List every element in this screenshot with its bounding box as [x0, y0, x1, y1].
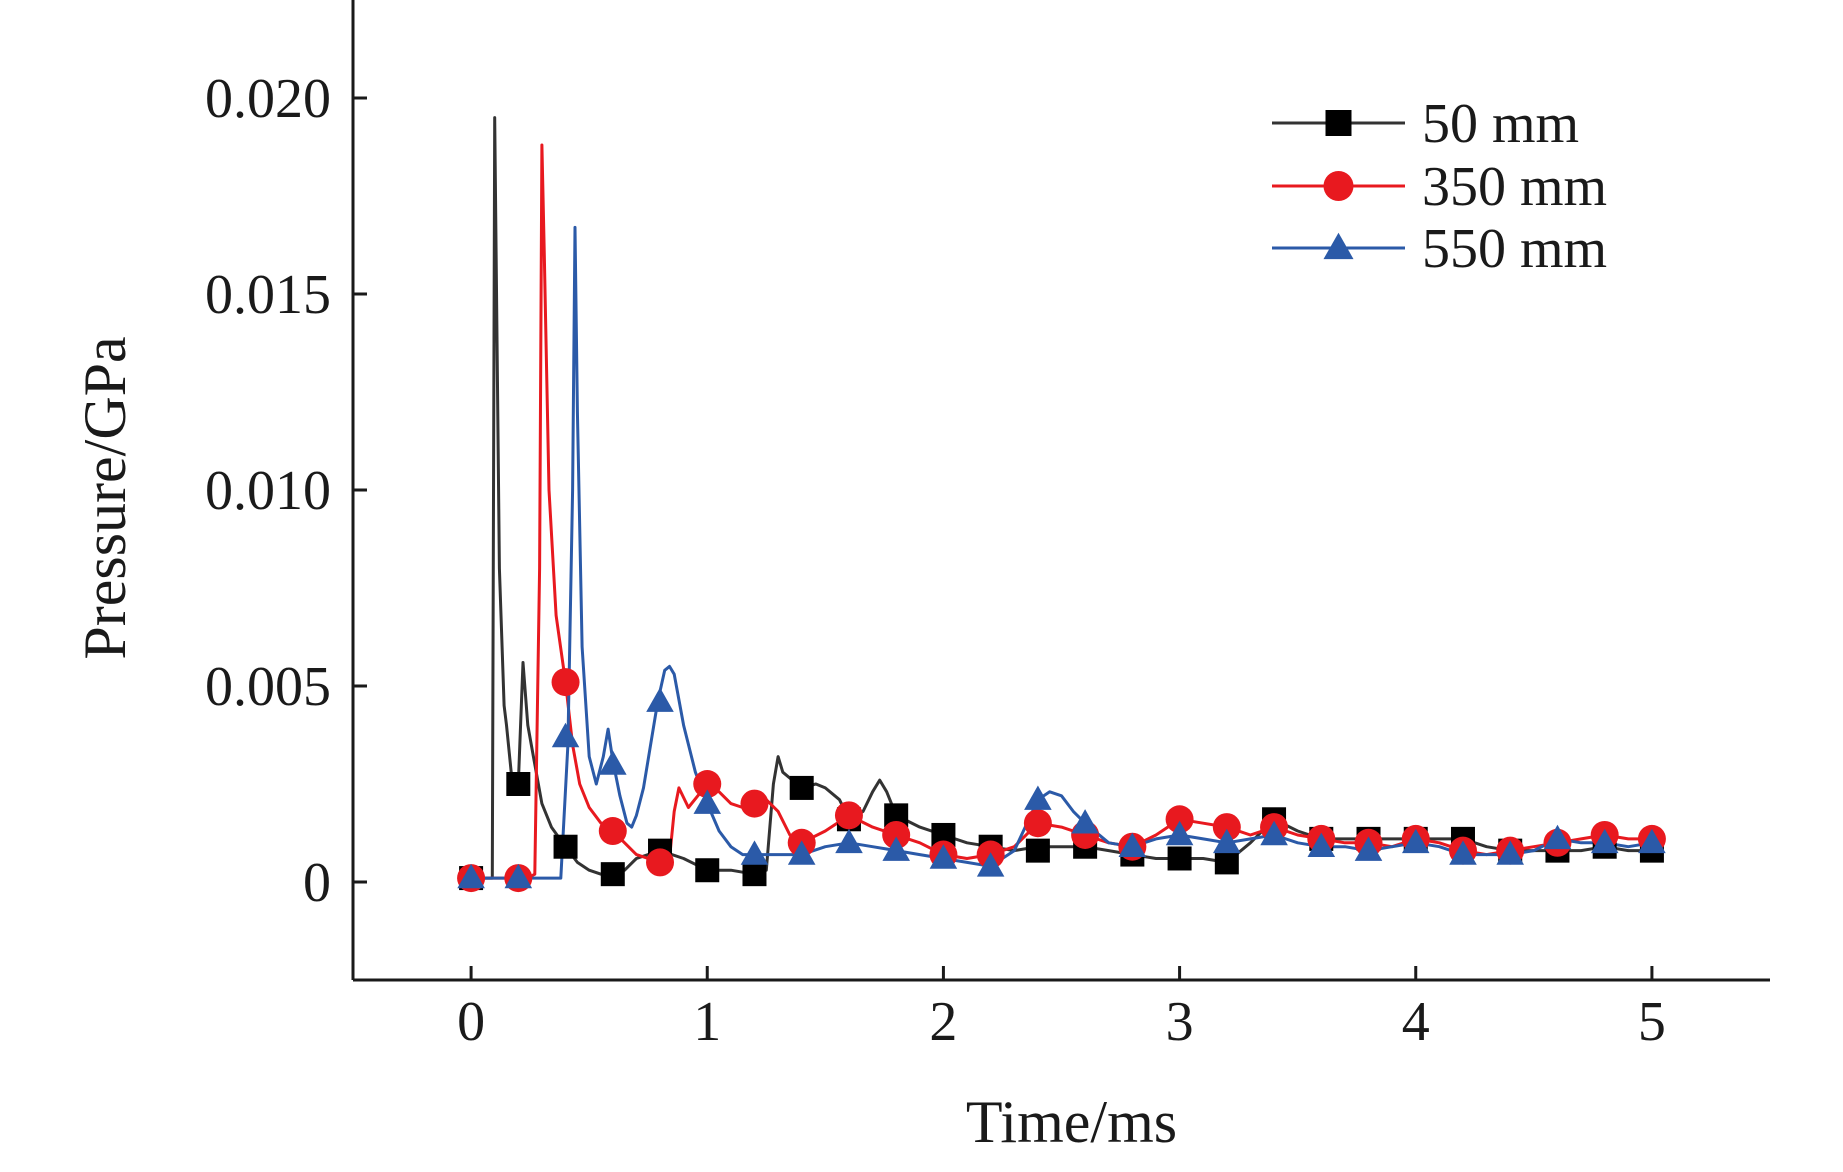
series-2-marker [1449, 840, 1477, 865]
series-2-marker [1024, 785, 1052, 810]
series-0-marker [1025, 838, 1050, 863]
x-tick-label: 1 [693, 991, 721, 1053]
series-1-marker [740, 789, 769, 818]
series-2-marker [1165, 820, 1194, 846]
series-2-marker [504, 863, 533, 889]
series-2-marker [646, 687, 674, 712]
y-tick-label: 0.020 [205, 68, 331, 130]
x-axis-title: Time/ms [966, 1089, 1177, 1155]
series-2-marker [787, 840, 816, 865]
series-2-marker [976, 852, 1005, 877]
legend-marker-0 [1325, 110, 1352, 136]
series-2-marker [929, 844, 958, 869]
series-1-marker [1165, 805, 1194, 834]
series-1-marker [1023, 809, 1052, 838]
series-2-marker [740, 840, 769, 865]
series-2-marker [1307, 832, 1336, 857]
series-1-marker [598, 817, 627, 846]
y-tick-label: 0.005 [205, 656, 331, 718]
series-2-marker [835, 828, 863, 854]
series-0-marker [742, 862, 767, 887]
series-1-marker [834, 801, 863, 830]
series-2-marker [1260, 820, 1288, 846]
series-0-marker [1167, 846, 1192, 871]
y-tick-label: 0.015 [205, 264, 331, 326]
y-axis-title: Pressure/GPa [72, 336, 138, 659]
series-0-marker [600, 862, 625, 887]
series-0-marker [506, 772, 531, 796]
legend-label-1: 350 mm [1422, 156, 1607, 218]
series-2-marker [1638, 828, 1666, 854]
x-tick-label: 3 [1166, 991, 1194, 1053]
x-tick-label: 5 [1638, 991, 1666, 1053]
series-2-marker [1071, 809, 1099, 834]
series-2-marker [1118, 832, 1147, 857]
x-tick-label: 2 [929, 991, 957, 1053]
series-2-marker [1354, 836, 1383, 861]
series-0-marker [789, 775, 814, 800]
legend-marker-1 [1323, 171, 1354, 201]
series-0-marker [695, 858, 720, 883]
series-line-2 [471, 225, 1653, 880]
legend-label-0: 50 mm [1422, 93, 1579, 155]
series-1-marker [646, 848, 675, 877]
series-2-marker [882, 836, 910, 861]
y-tick-label: 0 [303, 852, 331, 914]
series-1-marker [1212, 813, 1241, 842]
series-2-marker [1543, 824, 1572, 850]
series-2-marker [1590, 828, 1619, 854]
ticks-layer: 0 1 2 3 4 5 0 0.005 0.010 0.015 0.020 [205, 68, 1666, 1053]
series-2-marker [1402, 828, 1430, 854]
series-0-marker [1214, 850, 1239, 875]
series-1-marker [882, 820, 911, 849]
legend-label-2: 550 mm [1422, 218, 1607, 280]
series-1-marker [551, 668, 580, 697]
series-0-marker [553, 834, 578, 859]
series-2-marker [551, 722, 580, 748]
legend-marker-2 [1323, 232, 1354, 260]
x-tick-label: 4 [1402, 991, 1430, 1053]
series-2-marker [1213, 828, 1241, 854]
series-2-marker [599, 750, 627, 775]
x-tick-label: 0 [457, 991, 485, 1053]
series-1-marker [693, 770, 722, 798]
y-tick-label: 0.010 [205, 460, 331, 522]
series-2-marker [457, 863, 485, 889]
markers-layer [457, 668, 1666, 893]
series-2-marker [1496, 840, 1524, 865]
series-2-marker [693, 789, 721, 814]
